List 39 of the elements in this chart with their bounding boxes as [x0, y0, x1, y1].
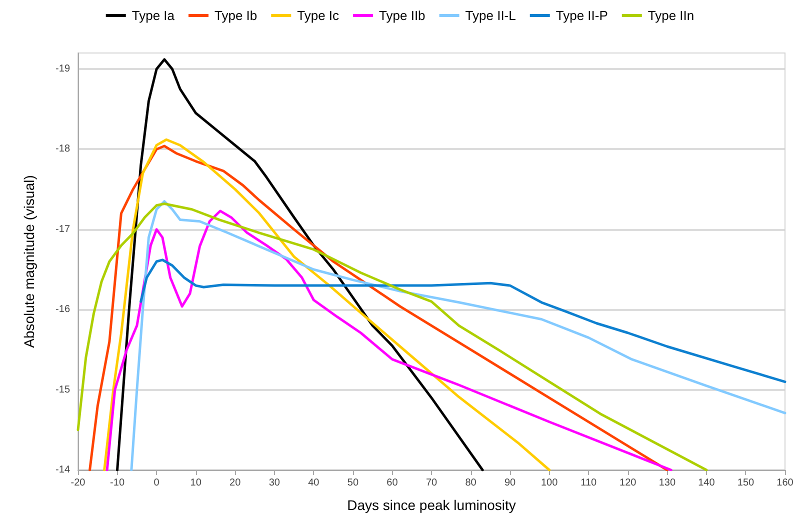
x-tick-label: 150 [737, 478, 754, 488]
line-series [140, 258, 786, 384]
legend-label: Type Ia [132, 8, 176, 23]
x-tick-label: -10 [110, 478, 125, 488]
x-tick-label: 160 [776, 478, 794, 488]
x-tick-label: 40 [308, 478, 320, 488]
x-tick-label: 0 [154, 478, 160, 488]
x-tick-label: 120 [620, 478, 637, 488]
x-tick-label: 110 [580, 478, 598, 488]
legend-label: Type II-P [556, 8, 608, 23]
y-tick-label: -18 [56, 144, 70, 155]
x-tick-label: 100 [540, 478, 558, 488]
line-series [88, 144, 668, 472]
x-tick-label: 90 [504, 478, 516, 488]
legend-label: Type Ic [297, 8, 340, 23]
line-series [130, 200, 786, 472]
x-tick-label: -20 [70, 478, 86, 488]
y-axis-title: Absolute magnitude (visual) [21, 175, 37, 348]
y-tick-label: -15 [56, 384, 70, 396]
x-tick-label: 60 [386, 478, 398, 488]
x-tick-label: 80 [465, 478, 477, 488]
x-axis-title: Days since peak luminosity [347, 497, 516, 513]
x-tick-label: 70 [426, 478, 438, 488]
y-tick-label: -19 [56, 64, 70, 75]
legend-label: Type II-L [465, 8, 516, 23]
line-series [103, 138, 551, 472]
x-tick-label: 130 [658, 478, 676, 488]
y-tick-label: -16 [56, 304, 70, 316]
x-tick-label: 30 [268, 478, 280, 488]
line-series [116, 58, 484, 472]
x-tick-label: 50 [347, 478, 359, 488]
x-tick-label: 20 [230, 478, 242, 488]
y-tick-label: -17 [56, 224, 70, 235]
legend-label: Type IIb [379, 8, 426, 23]
x-tick-label: 140 [698, 478, 716, 488]
y-tick-label: -14 [56, 464, 70, 476]
x-tick-label: 10 [190, 478, 202, 488]
legend-label: Type Ib [214, 8, 258, 23]
legend-label: Type IIn [648, 8, 694, 23]
